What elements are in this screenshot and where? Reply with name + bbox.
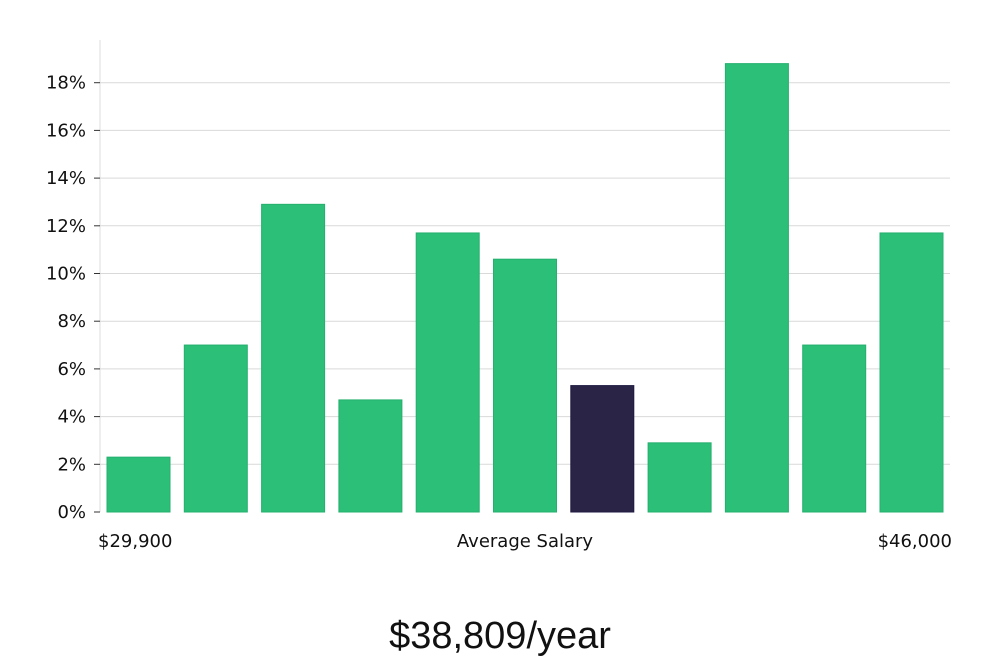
bar <box>493 258 557 513</box>
y-tick-label: 14% <box>46 168 86 189</box>
y-tick-label: 12% <box>46 216 86 237</box>
bar <box>106 456 171 513</box>
y-tick-label: 16% <box>46 120 86 141</box>
bar <box>183 344 248 513</box>
y-tick-label: 10% <box>46 264 86 285</box>
bar <box>415 232 480 513</box>
bar <box>724 63 789 513</box>
y-tick-label: 4% <box>57 407 86 428</box>
bar <box>802 344 867 513</box>
y-tick-label: 0% <box>57 502 86 523</box>
bar <box>879 232 944 513</box>
y-tick-label: 6% <box>57 359 86 380</box>
average-salary-headline: $38,809/year <box>389 615 611 657</box>
bar-highlighted <box>570 385 635 513</box>
x-axis-title: Average Salary <box>457 531 594 552</box>
bar <box>647 442 712 513</box>
bar <box>338 399 403 513</box>
y-tick-label: 18% <box>46 73 86 94</box>
x-end-label: $46,000 <box>878 531 952 552</box>
y-tick-label: 2% <box>57 454 86 475</box>
bars <box>106 63 944 513</box>
y-axis-ticks: 0% 2% 4% 6% 8% 10% 12% 14% 16% 18% <box>46 73 100 523</box>
x-start-label: $29,900 <box>98 531 172 552</box>
y-tick-label: 8% <box>57 311 86 332</box>
bar <box>261 203 326 513</box>
